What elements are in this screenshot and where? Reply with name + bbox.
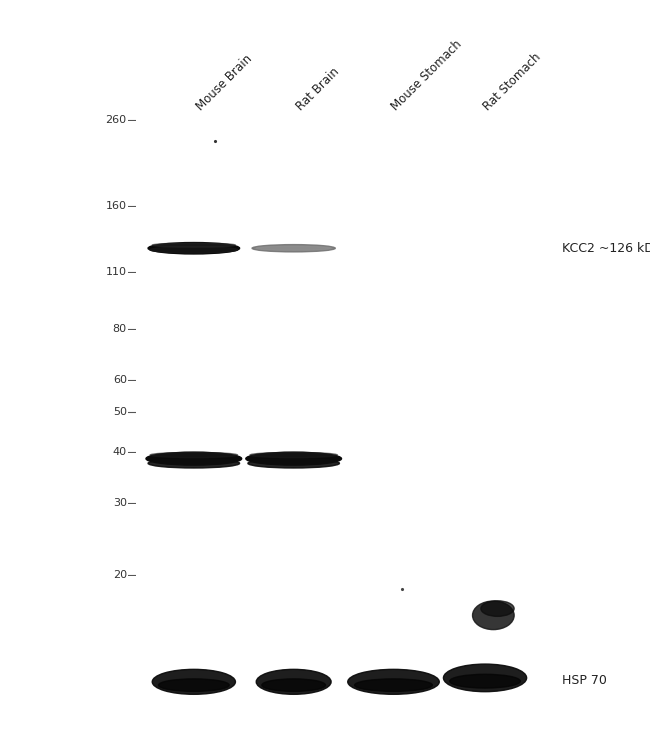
Ellipse shape [443,664,526,692]
Text: Rat Stomach: Rat Stomach [481,51,543,114]
Text: 40: 40 [112,447,127,457]
Text: 110: 110 [106,267,127,277]
Ellipse shape [252,244,335,252]
Ellipse shape [150,453,237,458]
Text: HSP 70: HSP 70 [562,674,607,687]
Ellipse shape [246,452,341,465]
Ellipse shape [450,675,521,688]
Text: KCC2 ~126 kDa: KCC2 ~126 kDa [562,242,650,255]
Ellipse shape [148,459,240,468]
Text: 50: 50 [112,407,127,418]
Ellipse shape [152,669,235,694]
Text: 80: 80 [112,324,127,334]
Ellipse shape [250,453,337,458]
Text: 30: 30 [112,498,127,508]
Text: 260: 260 [105,114,127,125]
Text: Mouse Stomach: Mouse Stomach [389,38,465,114]
Ellipse shape [473,601,514,630]
Ellipse shape [159,679,229,692]
Text: 160: 160 [106,201,127,211]
Text: 20: 20 [112,570,127,580]
Ellipse shape [481,601,514,616]
Ellipse shape [152,243,235,247]
Ellipse shape [256,669,331,694]
Ellipse shape [355,679,432,692]
Text: Mouse Brain: Mouse Brain [194,52,255,114]
Ellipse shape [262,679,326,692]
Ellipse shape [148,243,240,254]
Text: Rat Brain: Rat Brain [294,66,342,114]
Ellipse shape [146,452,242,465]
Ellipse shape [248,459,339,468]
Ellipse shape [348,669,439,694]
Text: 60: 60 [112,375,127,385]
Ellipse shape [150,247,237,253]
Ellipse shape [256,247,331,250]
